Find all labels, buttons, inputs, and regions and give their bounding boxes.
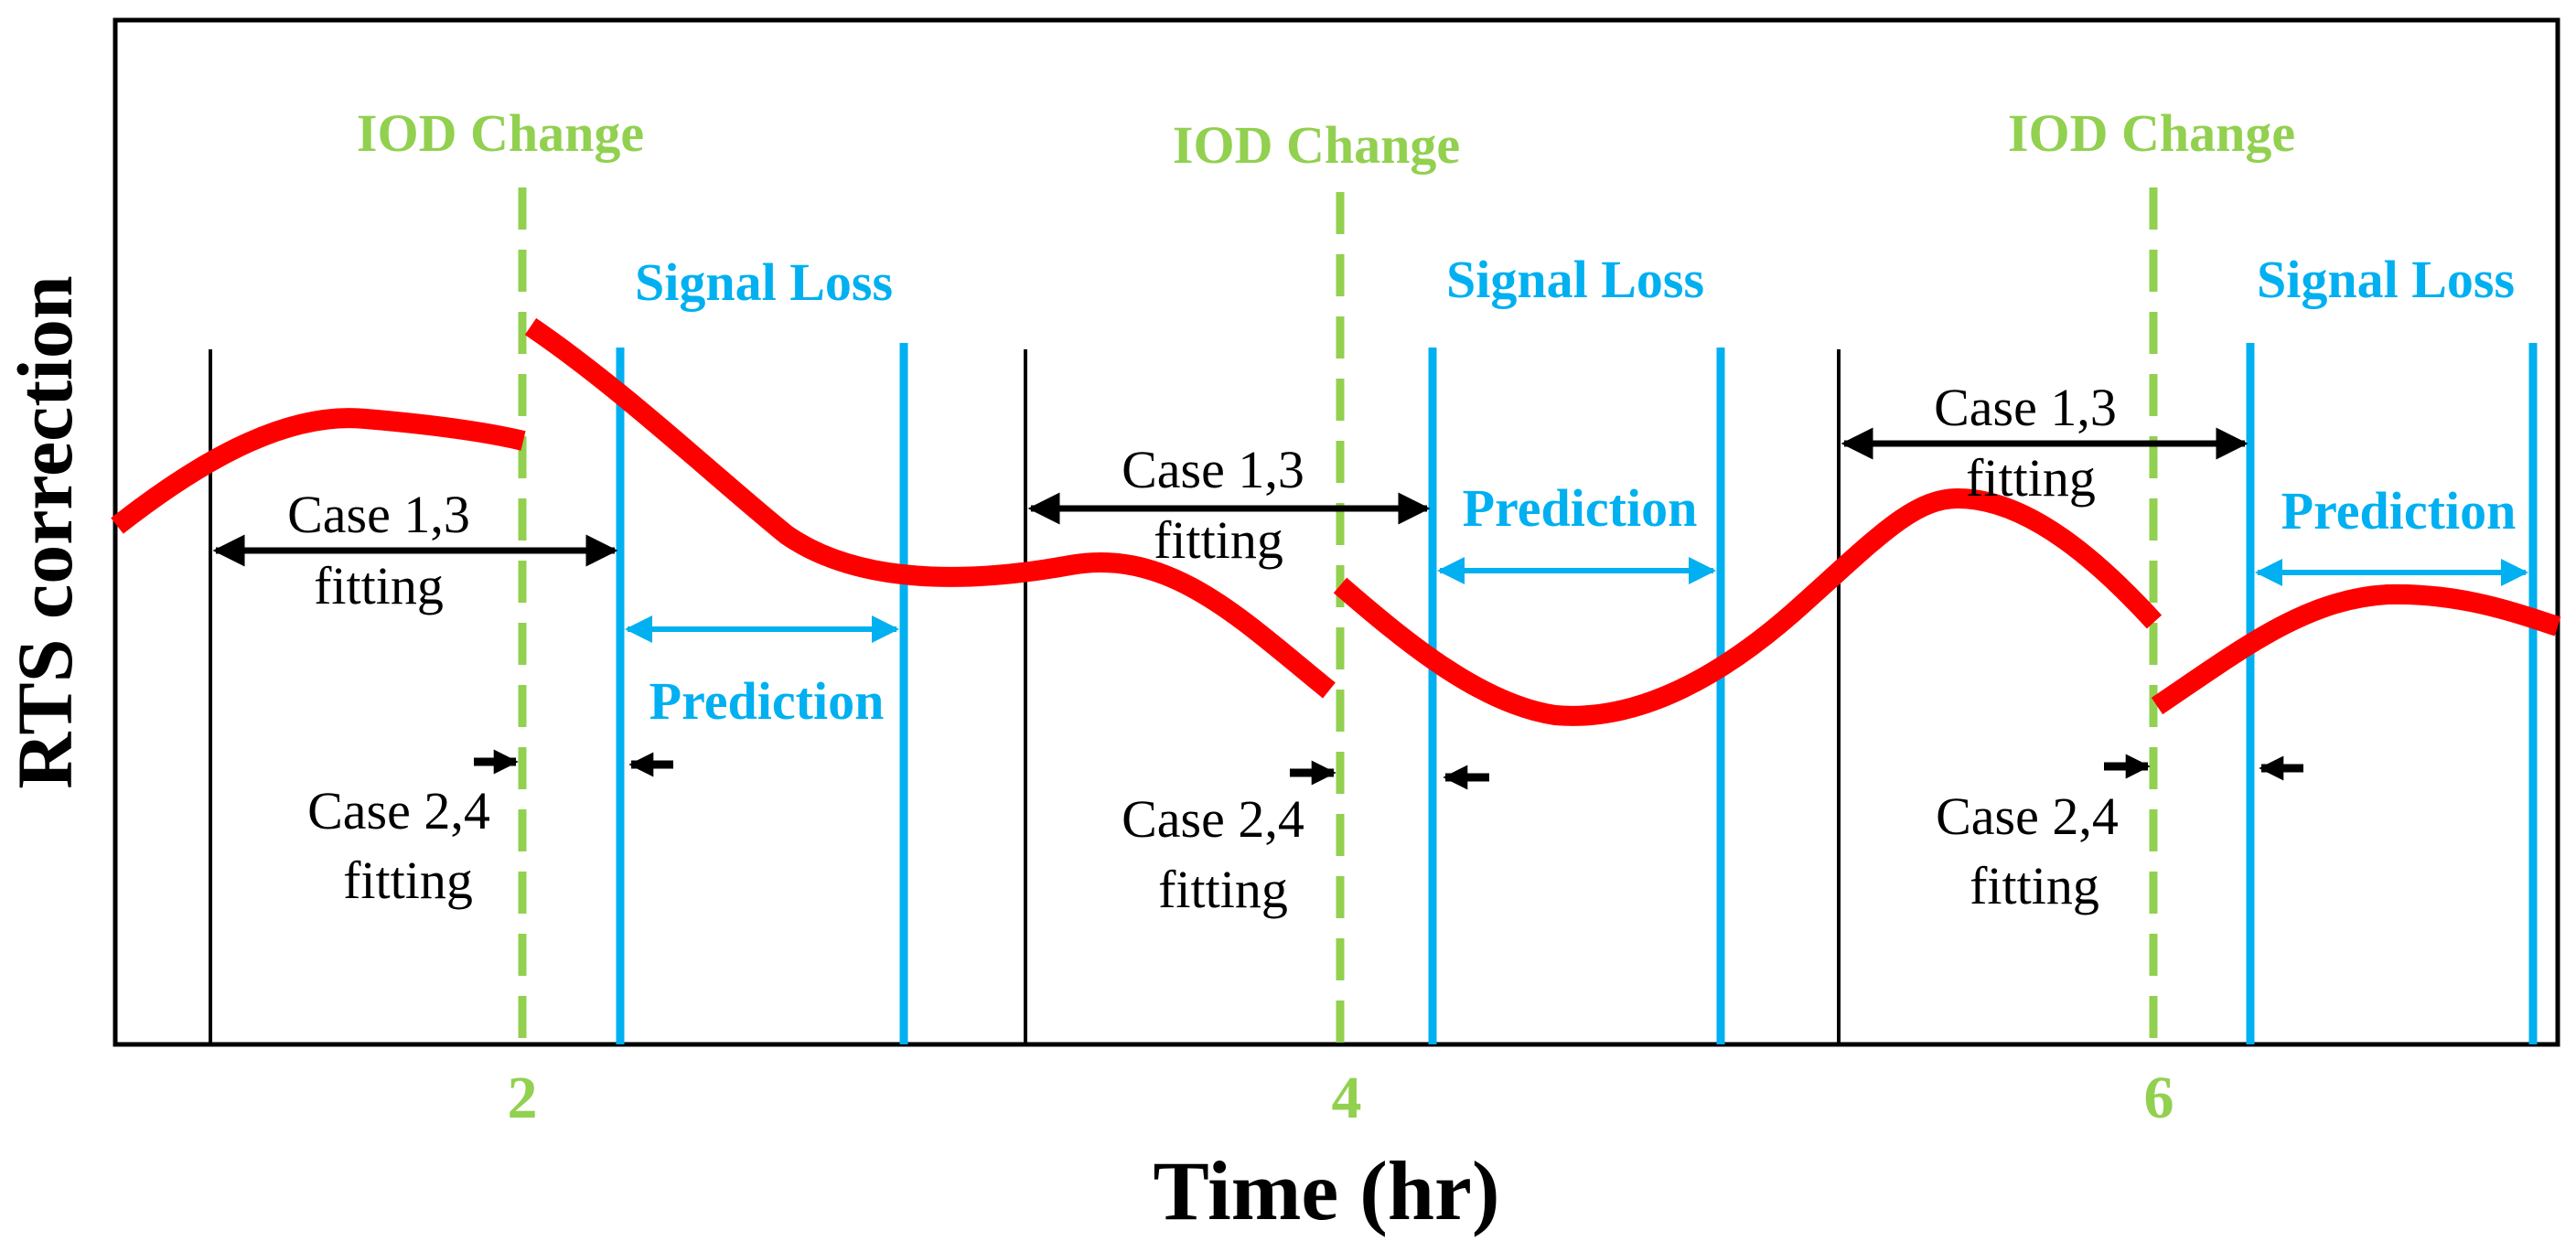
- iod-change-label: IOD Change: [2008, 103, 2295, 163]
- case13-label: Case 1,3: [287, 485, 470, 544]
- prediction-label: Prediction: [2281, 481, 2517, 540]
- y-axis-title: RTS correction: [1, 275, 89, 788]
- prediction-label: Prediction: [1463, 478, 1698, 538]
- rts-curve-segment: [1333, 487, 2163, 726]
- signal-loss-label: Signal Loss: [1446, 250, 1704, 309]
- rts-curve-segment: [2151, 583, 2561, 715]
- plot-frame: [113, 17, 2560, 1047]
- case13-label: fitting: [314, 556, 444, 615]
- case24-label: fitting: [1158, 860, 1288, 919]
- x-tick-label: 4: [1332, 1065, 1362, 1131]
- case24-label: fitting: [343, 851, 473, 910]
- prediction-label: Prediction: [649, 671, 885, 731]
- rts-curve-segment: [524, 317, 1336, 699]
- case13-label: Case 1,3: [1122, 440, 1304, 499]
- iod-change-label: IOD Change: [357, 103, 644, 163]
- case13-label: Case 1,3: [1934, 378, 2117, 437]
- x-tick-label: 2: [508, 1065, 538, 1131]
- x-tick-label: 6: [2144, 1065, 2174, 1131]
- case13-label: fitting: [1966, 448, 2096, 508]
- case24-label: Case 2,4: [1936, 787, 2119, 846]
- case24-label: fitting: [1970, 856, 2099, 915]
- signal-loss-label: Signal Loss: [2257, 250, 2515, 309]
- signal-loss-label: Signal Loss: [635, 252, 893, 312]
- case13-label: fitting: [1154, 510, 1283, 570]
- iod-change-label: IOD Change: [1173, 115, 1460, 175]
- x-axis-title: Time (hr): [1153, 1144, 1499, 1237]
- case24-label: Case 2,4: [307, 781, 490, 840]
- rts-curve-segment: [111, 408, 526, 534]
- case24-label: Case 2,4: [1122, 789, 1304, 849]
